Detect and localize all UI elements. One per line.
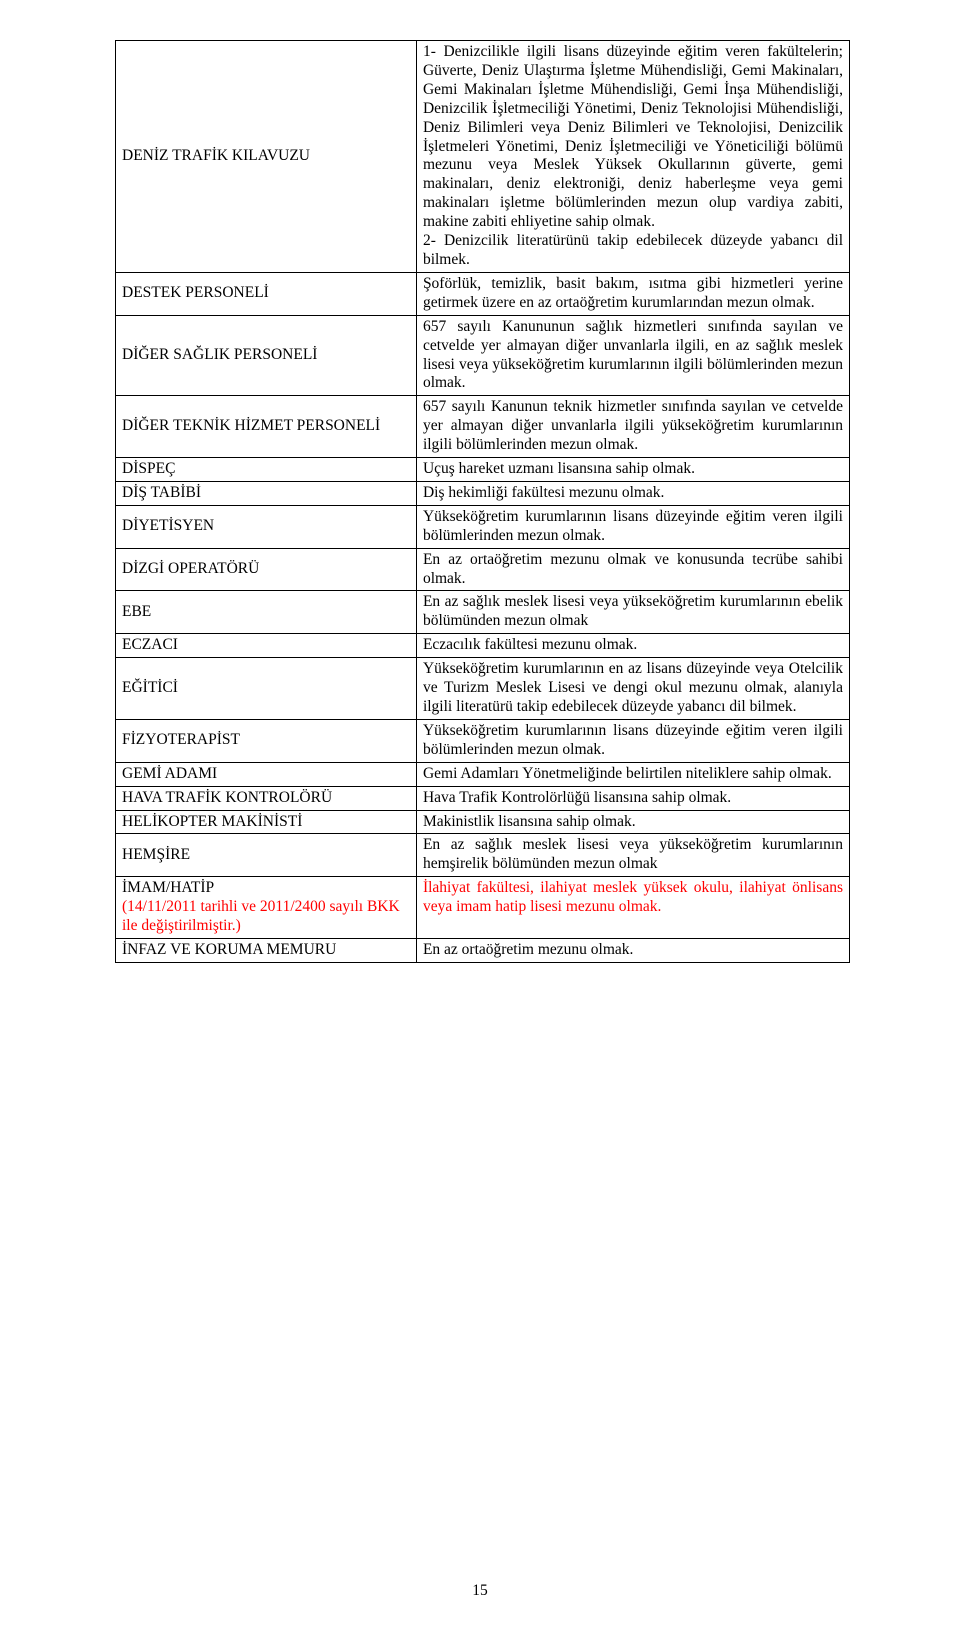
row-label: DİŞ TABİBİ (116, 481, 417, 505)
row-label-text: HAVA TRAFİK KONTROLÖRÜ (122, 789, 332, 806)
row-label-text: HEMŞİRE (122, 846, 190, 863)
row-description: En az sağlık meslek lisesi veya yükseköğ… (416, 591, 849, 634)
page: DENİZ TRAFİK KILAVUZU 1- Denizcilikle ilg… (0, 0, 960, 1629)
row-description: 657 sayılı Kanununun sağlık hizmetleri s… (416, 315, 849, 396)
row-description: Şoförlük, temizlik, basit bakım, ısıtma … (416, 272, 849, 315)
row-description: En az ortaöğretim mezunu olmak ve konusu… (416, 548, 849, 591)
row-label: DİZGİ OPERATÖRÜ (116, 548, 417, 591)
row-label-text: DENİZ TRAFİK KILAVUZU (122, 147, 310, 164)
row-label: DİSPEÇ (116, 458, 417, 482)
row-label: İMAM/HATİP (14/11/2011 tarihli ve 2011/24… (116, 877, 417, 939)
table-row: DİYETİSYEN Yükseköğretim kurumlarının lis… (116, 505, 850, 548)
row-description: Gemi Adamları Yönetmeliğinde belirtilen … (416, 762, 849, 786)
row-label: ECZACI (116, 634, 417, 658)
row-label-text: DİŞ TABİBİ (122, 484, 201, 501)
row-label-text: DİĞER TEKNİK HİZMET PERSONELİ (122, 417, 380, 434)
table-row: İMAM/HATİP (14/11/2011 tarihli ve 2011/24… (116, 877, 850, 939)
row-label-text: GEMİ ADAMI (122, 765, 217, 782)
row-label: DİĞER SAĞLIK PERSONELİ (116, 315, 417, 396)
table-row: İNFAZ VE KORUMA MEMURU En az ortaöğretim … (116, 938, 850, 962)
row-label: HAVA TRAFİK KONTROLÖRÜ (116, 786, 417, 810)
row-description: Eczacılık fakültesi mezunu olmak. (416, 634, 849, 658)
row-label: EBE (116, 591, 417, 634)
row-description: Yükseköğretim kurumlarının lisans düzeyi… (416, 719, 849, 762)
row-label-text: DESTEK PERSONELİ (122, 284, 269, 301)
table-row: HAVA TRAFİK KONTROLÖRÜ Hava Trafik Kontro… (116, 786, 850, 810)
row-label-text: FİZYOTERAPİST (122, 731, 240, 748)
requirements-table: DENİZ TRAFİK KILAVUZU 1- Denizcilikle ilg… (115, 40, 850, 963)
row-label-text: EBE (122, 603, 151, 620)
row-label: İNFAZ VE KORUMA MEMURU (116, 938, 417, 962)
row-label-text: DİZGİ OPERATÖRÜ (122, 560, 259, 577)
row-label: HEMŞİRE (116, 834, 417, 877)
row-description: Hava Trafik Kontrolörlüğü lisansına sahi… (416, 786, 849, 810)
row-description: İlahiyat fakültesi, ilahiyat meslek yüks… (416, 877, 849, 939)
table-row: DİŞ TABİBİ Diş hekimliği fakültesi mezunu… (116, 481, 850, 505)
row-description: En az sağlık meslek lisesi veya yükseköğ… (416, 834, 849, 877)
table-row: EĞİTİCİ Yükseköğretim kurumlarının en az … (116, 658, 850, 720)
row-label-text: İMAM/HATİP (122, 879, 214, 896)
row-label: DİĞER TEKNİK HİZMET PERSONELİ (116, 396, 417, 458)
row-label-text: ECZACI (122, 636, 178, 653)
table-row: GEMİ ADAMI Gemi Adamları Yönetmeliğinde b… (116, 762, 850, 786)
row-description: 657 sayılı Kanunun teknik hizmetler sını… (416, 396, 849, 458)
row-label: GEMİ ADAMI (116, 762, 417, 786)
row-label-text: DİYETİSYEN (122, 517, 214, 534)
table-row: HEMŞİRE En az sağlık meslek lisesi veya y… (116, 834, 850, 877)
row-description: Makinistlik lisansına sahip olmak. (416, 810, 849, 834)
table-row: DİĞER SAĞLIK PERSONELİ 657 sayılı Kanunun… (116, 315, 850, 396)
row-label: HELİKOPTER MAKİNİSTİ (116, 810, 417, 834)
table-row: DESTEK PERSONELİ Şoförlük, temizlik, basi… (116, 272, 850, 315)
row-description: En az ortaöğretim mezunu olmak. (416, 938, 849, 962)
page-number: 15 (0, 1582, 960, 1601)
row-label: EĞİTİCİ (116, 658, 417, 720)
row-description: Uçuş hareket uzmanı lisansına sahip olma… (416, 458, 849, 482)
row-label-text: EĞİTİCİ (122, 679, 178, 696)
table-row: DİĞER TEKNİK HİZMET PERSONELİ 657 sayılı … (116, 396, 850, 458)
table-body: DENİZ TRAFİK KILAVUZU 1- Denizcilikle ilg… (116, 41, 850, 963)
table-row: DİSPEÇ Uçuş hareket uzmanı lisansına sahi… (116, 458, 850, 482)
row-label: FİZYOTERAPİST (116, 719, 417, 762)
row-description: Yükseköğretim kurumlarının lisans düzeyi… (416, 505, 849, 548)
row-description: Yükseköğretim kurumlarının en az lisans … (416, 658, 849, 720)
row-label: DİYETİSYEN (116, 505, 417, 548)
table-row: EBE En az sağlık meslek lisesi veya yükse… (116, 591, 850, 634)
row-label-text: DİSPEÇ (122, 460, 175, 477)
row-label-text: HELİKOPTER MAKİNİSTİ (122, 813, 302, 830)
table-row: DİZGİ OPERATÖRÜ En az ortaöğretim mezunu … (116, 548, 850, 591)
table-row: ECZACI Eczacılık fakültesi mezunu olmak. (116, 634, 850, 658)
row-label: DENİZ TRAFİK KILAVUZU (116, 41, 417, 273)
row-description: Diş hekimliği fakültesi mezunu olmak. (416, 481, 849, 505)
table-row: FİZYOTERAPİST Yükseköğretim kurumlarının … (116, 719, 850, 762)
table-row: DENİZ TRAFİK KILAVUZU 1- Denizcilikle ilg… (116, 41, 850, 273)
row-label-text: İNFAZ VE KORUMA MEMURU (122, 941, 336, 958)
table-row: HELİKOPTER MAKİNİSTİ Makinistlik lisansın… (116, 810, 850, 834)
row-label-note: (14/11/2011 tarihli ve 2011/2400 sayılı … (122, 898, 400, 934)
row-label: DESTEK PERSONELİ (116, 272, 417, 315)
row-label-text: DİĞER SAĞLIK PERSONELİ (122, 346, 317, 363)
row-description: 1- Denizcilikle ilgili lisans düzeyinde … (416, 41, 849, 273)
